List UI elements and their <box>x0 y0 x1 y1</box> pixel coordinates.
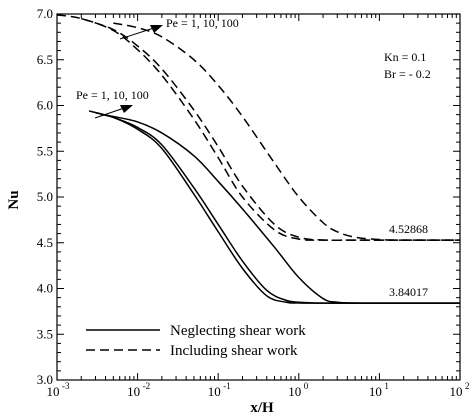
pe-annotation-top: Pe = 1, 10, 100 <box>166 16 239 30</box>
x-tick-label: 10 <box>450 384 463 399</box>
legend-label-solid: Neglecting shear work <box>170 323 306 339</box>
plot-frame <box>56 13 461 381</box>
series-line-including-4 <box>56 14 460 241</box>
value-label-including: 4.52868 <box>389 222 428 236</box>
x-tick-exponent: -1 <box>223 381 231 391</box>
series-line-including-6 <box>113 22 461 241</box>
legend: Neglecting shear work Including shear wo… <box>86 323 306 359</box>
pe-arrow-mid-head <box>120 105 133 113</box>
y-axis-title: Nu <box>6 190 22 209</box>
y-tick-label: 3.0 <box>37 372 53 387</box>
pe-arrow-top-head <box>150 25 163 33</box>
y-tick-label: 4.0 <box>37 281 53 296</box>
y-tick-label: 7.0 <box>37 6 53 21</box>
y-tick-label: 5.5 <box>37 143 53 158</box>
y-tick-label: 4.5 <box>37 235 53 250</box>
y-tick-label: 5.0 <box>37 189 53 204</box>
series-line-neglecting-1 <box>88 110 460 304</box>
x-tick-label: 10 <box>208 384 221 399</box>
y-tick-label: 6.5 <box>37 52 53 67</box>
x-tick-exponent: 0 <box>304 381 309 391</box>
series-line-neglecting-2 <box>95 112 461 304</box>
x-tick-label: 10 <box>369 384 382 399</box>
legend-label-dashed: Including shear work <box>170 343 298 359</box>
series-layer <box>56 14 461 304</box>
series-line-including-5 <box>81 17 460 241</box>
x-tick-exponent: -3 <box>62 381 70 391</box>
value-label-neglecting: 3.84017 <box>389 285 428 299</box>
y-tick-label: 3.5 <box>37 326 53 341</box>
series-line-neglecting-3 <box>100 113 461 304</box>
br-annotation: Br = - 0.2 <box>384 67 431 81</box>
y-tick-label: 6.0 <box>37 98 53 113</box>
x-tick-exponent: 1 <box>384 381 389 391</box>
x-tick-exponent: 2 <box>465 381 470 391</box>
kn-annotation: Kn = 0.1 <box>384 50 426 64</box>
ticks-layer: 10 -3 10 -2 10 -1 10 0 10 1 10 23.03.54.04.55.05.56… <box>37 6 470 399</box>
pe-annotation-mid: Pe = 1, 10, 100 <box>76 88 149 102</box>
x-tick-label: 10 <box>47 384 60 399</box>
x-tick-label: 10 <box>127 384 140 399</box>
x-tick-exponent: -2 <box>143 381 151 391</box>
x-axis-title: x/H <box>250 400 274 416</box>
x-tick-label: 10 <box>288 384 301 399</box>
